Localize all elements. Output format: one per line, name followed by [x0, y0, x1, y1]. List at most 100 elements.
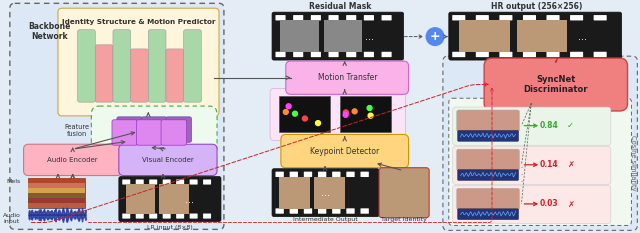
Text: LR input (8×8): LR input (8×8)	[147, 225, 193, 230]
FancyBboxPatch shape	[77, 30, 95, 102]
FancyBboxPatch shape	[570, 15, 583, 21]
Text: SyncNet
Discriminator: SyncNet Discriminator	[524, 75, 588, 94]
Text: Audio
input: Audio input	[3, 213, 20, 223]
FancyBboxPatch shape	[324, 20, 362, 52]
FancyBboxPatch shape	[113, 30, 131, 102]
FancyBboxPatch shape	[149, 179, 157, 185]
Text: ✓: ✓	[567, 121, 574, 130]
Text: Identity Structure & Motion Predictor: Identity Structure & Motion Predictor	[61, 19, 215, 25]
FancyBboxPatch shape	[457, 110, 520, 131]
FancyBboxPatch shape	[458, 130, 518, 141]
FancyBboxPatch shape	[166, 49, 184, 102]
FancyBboxPatch shape	[136, 120, 162, 145]
FancyBboxPatch shape	[279, 177, 310, 209]
FancyBboxPatch shape	[275, 172, 284, 177]
FancyBboxPatch shape	[176, 179, 184, 185]
Text: +: +	[429, 30, 440, 43]
FancyBboxPatch shape	[203, 179, 211, 185]
Text: ...: ...	[365, 32, 374, 42]
FancyBboxPatch shape	[460, 20, 510, 52]
FancyBboxPatch shape	[523, 15, 536, 21]
FancyBboxPatch shape	[499, 15, 513, 21]
FancyBboxPatch shape	[364, 15, 374, 21]
FancyBboxPatch shape	[189, 213, 198, 219]
FancyBboxPatch shape	[346, 172, 355, 177]
FancyBboxPatch shape	[318, 172, 326, 177]
Text: Audio Encoder: Audio Encoder	[47, 157, 98, 163]
FancyBboxPatch shape	[547, 15, 559, 21]
Text: Feature
fusion: Feature fusion	[64, 124, 90, 137]
Circle shape	[352, 109, 357, 114]
Circle shape	[343, 112, 348, 117]
FancyBboxPatch shape	[570, 52, 583, 57]
Circle shape	[316, 121, 321, 126]
FancyBboxPatch shape	[272, 12, 404, 60]
FancyBboxPatch shape	[166, 117, 191, 142]
FancyBboxPatch shape	[119, 177, 221, 222]
FancyBboxPatch shape	[328, 15, 339, 21]
FancyBboxPatch shape	[304, 208, 312, 214]
FancyBboxPatch shape	[523, 52, 536, 57]
Text: Cosine similarity: Cosine similarity	[630, 135, 636, 191]
FancyBboxPatch shape	[117, 117, 143, 142]
FancyBboxPatch shape	[119, 144, 217, 175]
Circle shape	[367, 106, 372, 110]
FancyBboxPatch shape	[149, 213, 157, 219]
Text: ·
·
·: · · ·	[520, 166, 523, 185]
FancyBboxPatch shape	[189, 179, 198, 185]
FancyBboxPatch shape	[161, 120, 187, 145]
FancyBboxPatch shape	[379, 168, 429, 218]
Text: ...: ...	[321, 188, 330, 198]
FancyBboxPatch shape	[275, 15, 285, 21]
FancyBboxPatch shape	[112, 120, 138, 145]
FancyBboxPatch shape	[547, 52, 559, 57]
Text: 0.03: 0.03	[540, 199, 558, 209]
FancyBboxPatch shape	[203, 213, 211, 219]
Text: 0.14: 0.14	[540, 160, 558, 169]
FancyBboxPatch shape	[346, 52, 356, 57]
Bar	[29, 178, 86, 183]
FancyBboxPatch shape	[452, 107, 611, 145]
FancyBboxPatch shape	[318, 208, 326, 214]
FancyBboxPatch shape	[443, 56, 637, 230]
FancyBboxPatch shape	[381, 15, 392, 21]
Text: Mels: Mels	[6, 179, 20, 185]
FancyBboxPatch shape	[332, 172, 340, 177]
FancyBboxPatch shape	[58, 8, 219, 116]
FancyBboxPatch shape	[449, 12, 621, 60]
Text: Residual Mask: Residual Mask	[308, 2, 371, 11]
FancyBboxPatch shape	[314, 177, 345, 209]
FancyBboxPatch shape	[24, 144, 122, 175]
FancyBboxPatch shape	[290, 208, 298, 214]
Text: ✗: ✗	[567, 160, 574, 169]
Circle shape	[292, 111, 298, 116]
FancyBboxPatch shape	[346, 15, 356, 21]
FancyBboxPatch shape	[125, 184, 155, 214]
Circle shape	[368, 113, 373, 118]
Bar	[29, 193, 86, 198]
FancyBboxPatch shape	[10, 3, 224, 229]
Bar	[29, 203, 86, 208]
FancyBboxPatch shape	[594, 15, 607, 21]
FancyBboxPatch shape	[346, 208, 355, 214]
FancyBboxPatch shape	[136, 179, 144, 185]
Text: ...: ...	[578, 32, 587, 42]
FancyBboxPatch shape	[159, 184, 189, 214]
FancyBboxPatch shape	[95, 45, 113, 102]
FancyBboxPatch shape	[449, 98, 632, 226]
FancyBboxPatch shape	[311, 15, 321, 21]
Text: ...: ...	[185, 195, 194, 205]
Bar	[29, 188, 86, 193]
FancyBboxPatch shape	[452, 185, 611, 223]
FancyBboxPatch shape	[122, 179, 131, 185]
FancyBboxPatch shape	[279, 96, 330, 131]
FancyBboxPatch shape	[364, 52, 374, 57]
FancyBboxPatch shape	[29, 178, 86, 208]
FancyBboxPatch shape	[457, 188, 520, 210]
FancyBboxPatch shape	[293, 52, 303, 57]
Circle shape	[284, 110, 288, 114]
FancyBboxPatch shape	[163, 179, 171, 185]
FancyBboxPatch shape	[122, 213, 131, 219]
FancyBboxPatch shape	[286, 61, 408, 94]
FancyBboxPatch shape	[281, 134, 408, 168]
